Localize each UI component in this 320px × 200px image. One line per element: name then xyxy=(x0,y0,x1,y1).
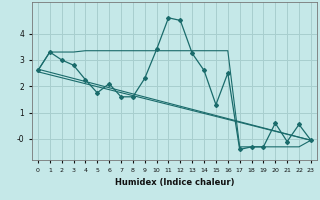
X-axis label: Humidex (Indice chaleur): Humidex (Indice chaleur) xyxy=(115,178,234,187)
